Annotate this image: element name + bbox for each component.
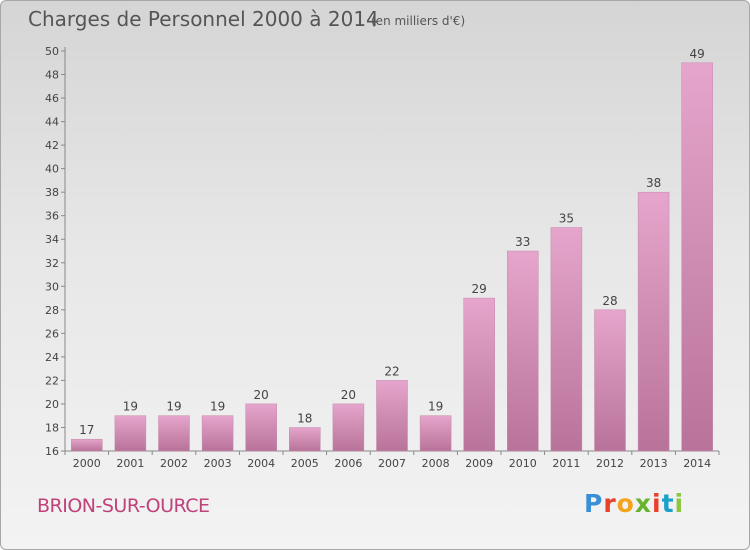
value-label-2010: 33 bbox=[515, 235, 530, 249]
bar-2006 bbox=[332, 403, 365, 452]
y-tick-label: 26 bbox=[45, 327, 59, 340]
bar-2014 bbox=[681, 62, 713, 452]
bar-2008 bbox=[419, 415, 452, 452]
y-tick-label: 34 bbox=[45, 233, 59, 246]
bar-2012 bbox=[594, 309, 626, 452]
x-tick-label-2005: 2005 bbox=[291, 457, 319, 470]
y-tick-label: 20 bbox=[45, 398, 59, 411]
y-tick-label: 50 bbox=[45, 45, 59, 58]
x-tick-label-2013: 2013 bbox=[640, 457, 668, 470]
value-label-2014: 49 bbox=[690, 47, 705, 61]
bar-2009 bbox=[463, 297, 495, 452]
y-tick-label: 36 bbox=[45, 210, 59, 223]
bar-2013 bbox=[637, 191, 670, 452]
y-tick-label: 30 bbox=[45, 280, 59, 293]
value-label-2005: 18 bbox=[297, 412, 312, 426]
x-tick-label-2000: 2000 bbox=[73, 457, 101, 470]
y-tick-label: 22 bbox=[45, 374, 59, 387]
y-tick-label: 44 bbox=[45, 116, 59, 129]
x-tick-label-2010: 2010 bbox=[509, 457, 537, 470]
axis-layer: 16 18 20 22 24 26 28 30 32 34 36 38 40 42 44 46 48 50 2000… bbox=[45, 45, 720, 470]
y-tick-label: 28 bbox=[45, 304, 59, 317]
bar-2004 bbox=[245, 403, 277, 452]
x-tick-label-2002: 2002 bbox=[160, 457, 188, 470]
value-label-2001: 19 bbox=[123, 400, 138, 414]
x-tick-label-2009: 2009 bbox=[465, 457, 493, 470]
value-label-2000: 17 bbox=[79, 423, 94, 437]
x-tick-label-2001: 2001 bbox=[116, 457, 144, 470]
value-label-2006: 20 bbox=[341, 388, 356, 402]
y-tick-label: 32 bbox=[45, 257, 59, 270]
chart-title: Charges de Personnel 2000 à 2014 bbox=[28, 7, 379, 31]
y-tick-label: 48 bbox=[45, 69, 59, 82]
y-tick-label: 18 bbox=[45, 421, 59, 434]
x-tick-label-2012: 2012 bbox=[596, 457, 624, 470]
x-tick-label-2004: 2004 bbox=[247, 457, 275, 470]
y-tick-label: 40 bbox=[45, 163, 59, 176]
x-tick-label-2007: 2007 bbox=[378, 457, 406, 470]
bar-2001 bbox=[114, 415, 147, 452]
value-label-2012: 28 bbox=[602, 294, 617, 308]
y-tick-label: 46 bbox=[45, 92, 59, 105]
y-tick-label: 24 bbox=[45, 351, 59, 364]
bar-2005 bbox=[289, 427, 321, 452]
bar-2011 bbox=[550, 227, 583, 452]
value-label-2002: 19 bbox=[166, 400, 181, 414]
value-label-2013: 38 bbox=[646, 176, 661, 190]
bar-2000 bbox=[71, 438, 103, 452]
chart-subtitle: (en milliers d'€) bbox=[371, 14, 466, 28]
x-tick-label-2006: 2006 bbox=[334, 457, 362, 470]
bar-2002 bbox=[158, 415, 190, 452]
proxiti-logo: Proxiti bbox=[584, 489, 685, 518]
value-label-2009: 29 bbox=[472, 282, 487, 296]
commune-name: BRION-SUR-OURCE bbox=[37, 495, 210, 517]
x-tick-label-2003: 2003 bbox=[204, 457, 232, 470]
bar-2003 bbox=[201, 415, 234, 452]
x-tick-label-2014: 2014 bbox=[683, 457, 711, 470]
y-tick-label: 42 bbox=[45, 139, 59, 152]
value-label-2008: 19 bbox=[428, 400, 443, 414]
y-tick-label: 16 bbox=[45, 445, 59, 458]
bar-layer: 17 19 19 19 20 18 20 22 19 29 33 35 28 38 49 bbox=[71, 47, 713, 452]
x-tick-label-2011: 2011 bbox=[552, 457, 580, 470]
value-label-2003: 19 bbox=[210, 400, 225, 414]
value-label-2007: 22 bbox=[384, 364, 399, 378]
x-tick-label-2008: 2008 bbox=[422, 457, 450, 470]
y-tick-label: 38 bbox=[45, 186, 59, 199]
value-label-2011: 35 bbox=[559, 212, 574, 226]
value-label-2004: 20 bbox=[254, 388, 269, 402]
bar-2010 bbox=[507, 250, 539, 452]
bar-2007 bbox=[376, 380, 408, 452]
